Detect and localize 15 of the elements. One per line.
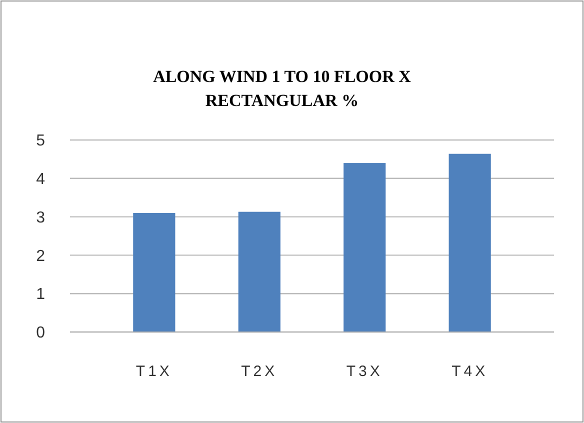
x-tick-label: T4X	[452, 363, 488, 380]
y-tick-label: 4	[36, 171, 46, 188]
bar	[344, 163, 386, 332]
chart-title: ALONG WIND 1 TO 10 FLOOR X RECTANGULAR %	[153, 67, 412, 110]
x-tick-label: T1X	[136, 363, 172, 380]
y-tick-label: 2	[36, 248, 46, 265]
bar	[448, 154, 491, 332]
x-tick-label: T2X	[241, 363, 278, 380]
x-tick-label: T3X	[346, 363, 383, 380]
y-tick-label: 3	[36, 209, 46, 226]
y-tick-label: 1	[36, 286, 46, 304]
bar	[238, 212, 280, 332]
bar	[133, 212, 176, 332]
y-tick-label: 0	[36, 324, 46, 342]
y-tick-label: 5	[36, 132, 46, 150]
